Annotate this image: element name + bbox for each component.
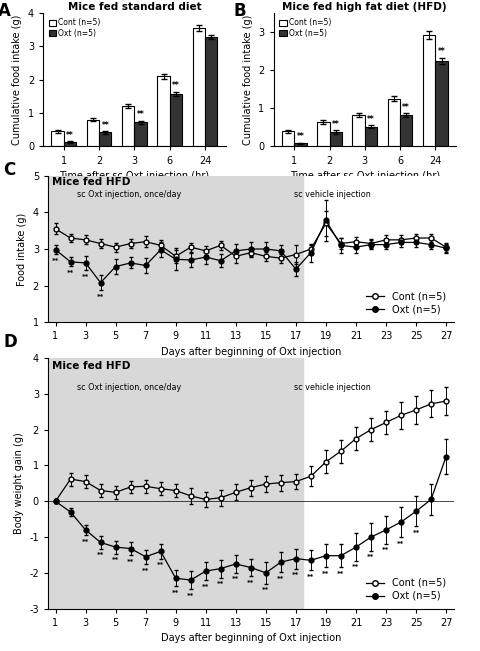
Text: **: ** [187, 592, 194, 598]
Text: **: ** [127, 559, 134, 564]
Y-axis label: Cumulative food intake (g): Cumulative food intake (g) [12, 14, 23, 145]
Bar [157, 76, 170, 146]
Bar [122, 106, 134, 146]
Text: sc Oxt injection, once/day: sc Oxt injection, once/day [77, 190, 181, 199]
Y-axis label: Cumulative food intake (g): Cumulative food intake (g) [243, 14, 253, 145]
Text: **: ** [367, 554, 374, 561]
Text: **: ** [172, 81, 180, 90]
Text: **: ** [322, 571, 330, 577]
Text: **: ** [332, 120, 339, 129]
Bar [64, 143, 76, 146]
Text: **: ** [202, 584, 209, 590]
Text: **: ** [137, 111, 144, 119]
Text: **: ** [247, 580, 254, 586]
Text: **: ** [52, 258, 59, 264]
Bar [99, 132, 111, 146]
Bar [423, 35, 435, 146]
Text: sc Oxt injection, once/day: sc Oxt injection, once/day [77, 383, 181, 392]
Bar [48, 358, 303, 609]
Text: **: ** [412, 530, 420, 536]
X-axis label: Days after beginning of Oxt injection: Days after beginning of Oxt injection [161, 633, 341, 643]
Text: **: ** [337, 571, 345, 577]
Text: sc vehicle injection: sc vehicle injection [294, 190, 370, 199]
Text: **: ** [97, 553, 104, 559]
Text: **: ** [101, 121, 109, 130]
Legend: Cont (n=5), Oxt (n=5): Cont (n=5), Oxt (n=5) [277, 17, 333, 40]
Y-axis label: Body weight gain (g): Body weight gain (g) [13, 432, 24, 534]
Text: Mice fed HFD: Mice fed HFD [52, 361, 131, 370]
Text: **: ** [172, 590, 180, 596]
Text: **: ** [112, 557, 119, 563]
Legend: Cont (n=5), Oxt (n=5): Cont (n=5), Oxt (n=5) [363, 288, 449, 318]
Text: D: D [3, 333, 17, 351]
Bar [400, 115, 412, 146]
Text: **: ** [402, 103, 410, 112]
Text: **: ** [67, 270, 74, 276]
Bar [205, 37, 217, 146]
Legend: Cont (n=5), Oxt (n=5): Cont (n=5), Oxt (n=5) [363, 575, 449, 604]
Bar [294, 143, 307, 146]
Title: Mice fed standard diet: Mice fed standard diet [68, 2, 201, 12]
Bar [51, 132, 64, 146]
Title: Mice fed high fat diet (HFD): Mice fed high fat diet (HFD) [283, 2, 447, 12]
Bar [352, 115, 365, 146]
Text: sc vehicle injection: sc vehicle injection [294, 383, 370, 392]
Text: **: ** [307, 574, 314, 580]
Bar [329, 132, 342, 146]
Bar [192, 28, 205, 146]
Text: **: ** [142, 568, 149, 574]
Bar [170, 94, 182, 146]
Text: **: ** [438, 47, 445, 56]
Text: **: ** [82, 539, 89, 545]
X-axis label: Days after beginning of Oxt injection: Days after beginning of Oxt injection [161, 347, 341, 357]
Bar [134, 122, 147, 146]
Bar [282, 132, 294, 146]
Text: **: ** [66, 131, 74, 140]
Legend: Cont (n=5), Oxt (n=5): Cont (n=5), Oxt (n=5) [47, 17, 102, 40]
Bar [317, 122, 329, 146]
Text: A: A [0, 3, 11, 20]
X-axis label: Time after sc Oxt injection (hr): Time after sc Oxt injection (hr) [60, 171, 209, 181]
Text: **: ** [97, 294, 104, 299]
Bar [365, 127, 377, 146]
Text: B: B [233, 3, 246, 20]
Text: **: ** [217, 581, 224, 587]
Text: **: ** [383, 547, 390, 553]
Text: **: ** [82, 274, 89, 280]
X-axis label: Time after sc Oxt injection (hr): Time after sc Oxt injection (hr) [290, 171, 440, 181]
Text: **: ** [367, 115, 375, 124]
Text: **: ** [297, 132, 304, 141]
Bar [48, 176, 303, 322]
Text: **: ** [262, 587, 269, 593]
Text: **: ** [292, 572, 300, 578]
Text: **: ** [277, 575, 285, 582]
Text: **: ** [232, 577, 240, 583]
Bar [388, 99, 400, 146]
Y-axis label: Food intake (g): Food intake (g) [17, 212, 27, 286]
Text: **: ** [397, 540, 405, 547]
Text: **: ** [352, 564, 360, 570]
Text: C: C [3, 161, 16, 179]
Text: Mice fed HFD: Mice fed HFD [52, 177, 131, 187]
Bar [87, 120, 99, 146]
Text: **: ** [157, 562, 164, 568]
Bar [435, 61, 448, 146]
